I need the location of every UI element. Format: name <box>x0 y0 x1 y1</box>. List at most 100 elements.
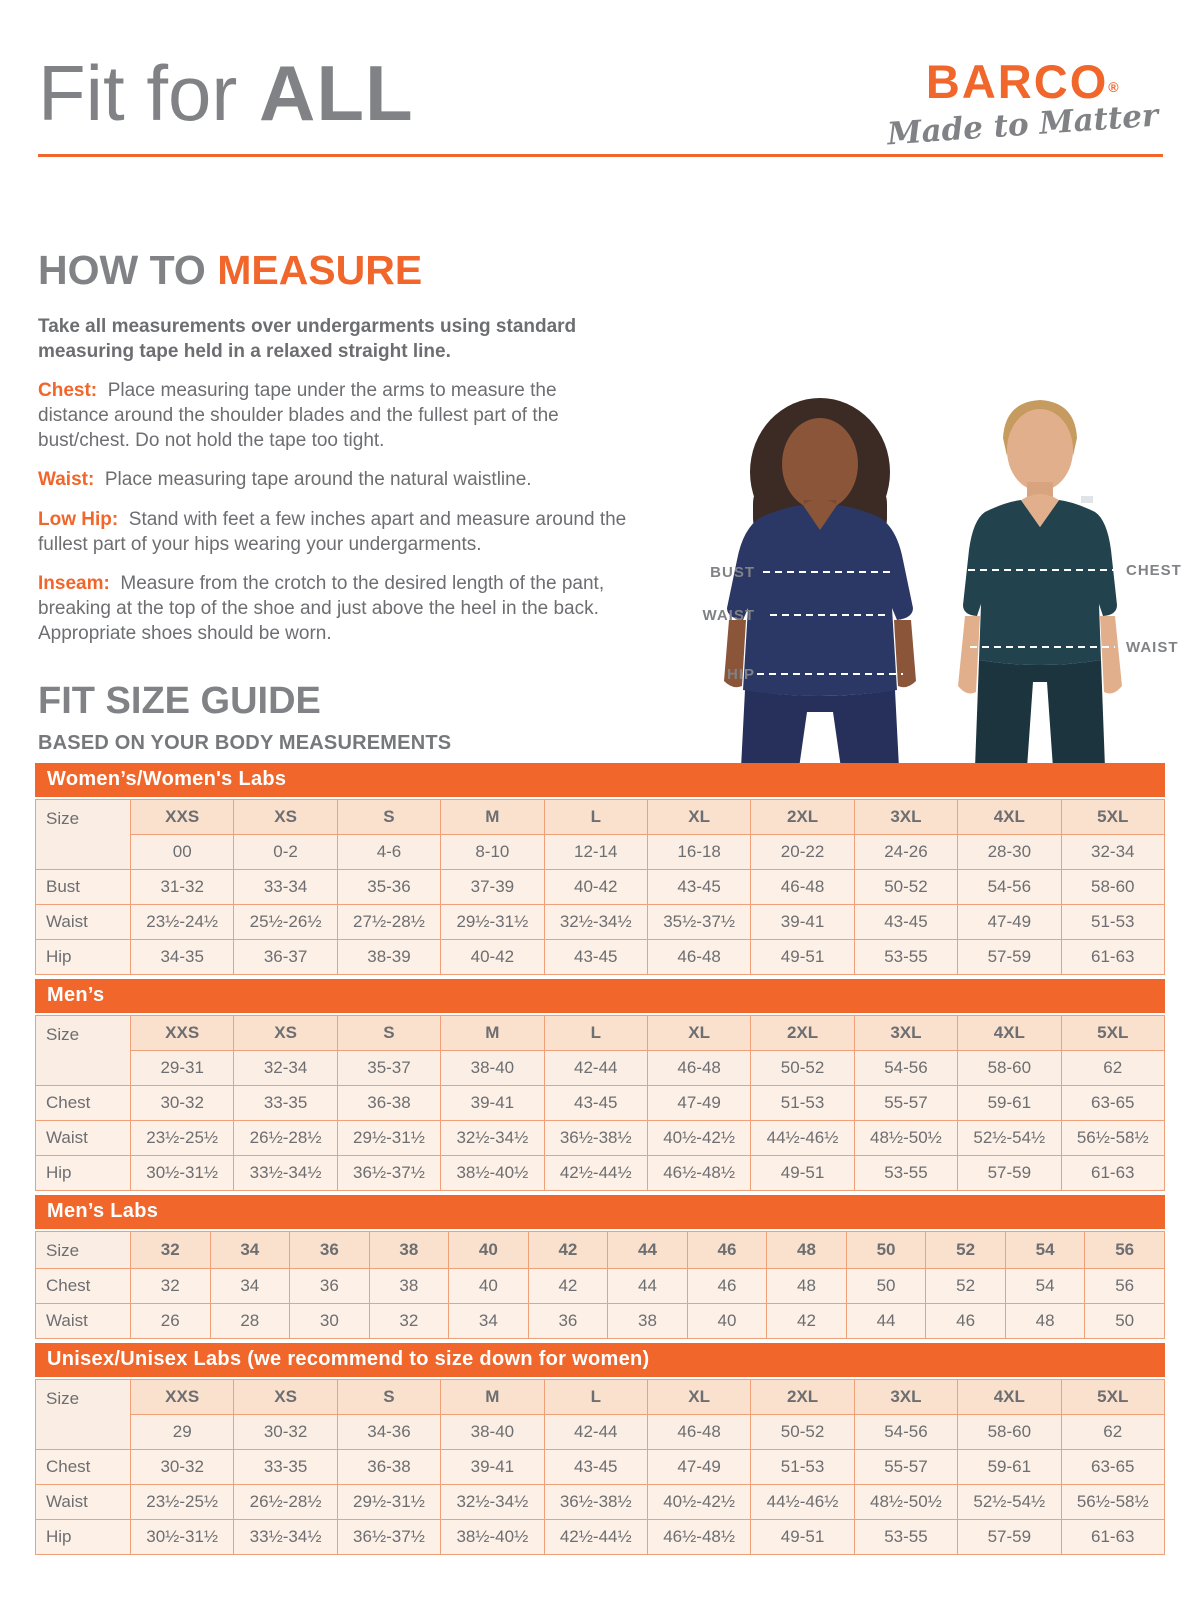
measure-value-cell: 36-37 <box>233 939 338 975</box>
size-range-cell: 38-40 <box>440 1050 545 1086</box>
size-col-header: XXS <box>129 1379 235 1415</box>
measure-value-cell: 43-45 <box>646 869 752 905</box>
table-womens: Size XXS XS S M L XL 2XL 3XL 4XL 5XL 00 0-2 4-6 8-10 12… <box>35 799 1166 975</box>
measure-item-waist: Waist: Place measuring tape around the n… <box>38 469 532 491</box>
measure-row-label: Hip <box>35 939 131 975</box>
size-range-cell: 34-36 <box>336 1414 442 1450</box>
size-col-header: 56 <box>1084 1231 1165 1269</box>
size-col-header: XL <box>646 1379 752 1415</box>
measure-value-cell: 43-45 <box>543 939 648 975</box>
size-col-header: 4XL <box>957 1379 1062 1415</box>
measure-value-cell: 35½-37½ <box>646 904 752 940</box>
measure-value-cell: 59-61 <box>957 1449 1062 1485</box>
measure-value-cell: 31-32 <box>129 869 235 905</box>
size-range-cell: 4-6 <box>336 834 442 870</box>
measure-item-chest: Chest: Place measuring tape under the ar… <box>38 380 559 451</box>
measure-value-cell: 42½-44½ <box>543 1519 648 1555</box>
measure-value-cell: 33-35 <box>233 1085 338 1121</box>
measure-value-cell: 44½-46½ <box>750 1484 855 1520</box>
measure-value-cell: 38½-40½ <box>440 1519 545 1555</box>
measure-row-label: Hip <box>35 1519 131 1555</box>
registered-mark: ® <box>1108 79 1119 95</box>
size-col-header: 52 <box>925 1231 1006 1269</box>
size-col-header: XL <box>646 1015 752 1051</box>
measure-value-cell: 36½-37½ <box>336 1155 442 1191</box>
size-table-section-mens: Men’s Size XXS XS S M L XL 2XL 3XL 4XL 5XL 29-31 32-… <box>35 979 1166 1191</box>
measure-value-cell: 36½-37½ <box>336 1519 442 1555</box>
measure-value-cell: 44½-46½ <box>750 1120 855 1156</box>
measure-value-cell: 63-65 <box>1060 1085 1166 1121</box>
hip-label: HIP <box>727 666 755 683</box>
size-table-womens: Size XXS XS S M L XL 2XL 3XL 4XL 5XL 00 0-2 4-6 8-10 12… <box>35 799 1166 975</box>
measure-value-cell: 42½-44½ <box>543 1155 648 1191</box>
measure-value-cell: 47-49 <box>646 1449 752 1485</box>
fit-size-guide-subheading: BASED ON YOUR BODY MEASUREMENTS <box>38 732 452 754</box>
size-range-cell: 50-52 <box>750 1414 855 1450</box>
measure-value-cell: 44 <box>845 1303 927 1339</box>
measure-value-cell: 53-55 <box>853 1155 959 1191</box>
measure-value-cell: 33½-34½ <box>233 1155 338 1191</box>
measure-value-cell: 39-41 <box>750 904 855 940</box>
brand-logo: BARCO® Made to Matter <box>886 58 1159 152</box>
measure-value-cell: 32 <box>368 1303 450 1339</box>
size-col-header: 4XL <box>957 1015 1062 1051</box>
size-row-label: Size <box>35 1379 131 1450</box>
woman-figure <box>724 398 916 768</box>
measure-row-label: Hip <box>35 1155 131 1191</box>
measure-value-cell: 51-53 <box>750 1449 855 1485</box>
size-range-cell: 24-26 <box>853 834 959 870</box>
size-col-header: XXS <box>129 799 235 835</box>
measure-value-cell: 46½-48½ <box>646 1155 752 1191</box>
models-photo: BUST WAIST HIP CHEST WAIST <box>645 380 1200 768</box>
size-range-cell: 46-48 <box>646 1414 752 1450</box>
measure-value-cell: 51-53 <box>750 1085 855 1121</box>
measure-value-cell: 52 <box>925 1268 1006 1304</box>
size-range-cell: 35-37 <box>336 1050 442 1086</box>
measure-value-cell: 55-57 <box>853 1085 959 1121</box>
page-title-bold: ALL <box>259 49 414 137</box>
size-col-header: M <box>440 799 545 835</box>
size-range-cell: 54-56 <box>853 1414 959 1450</box>
measure-value-cell: 29½-31½ <box>336 1120 442 1156</box>
size-range-cell: 42-44 <box>543 1414 648 1450</box>
size-range-cell: 29-31 <box>129 1050 235 1086</box>
measure-value-cell: 32 <box>130 1268 211 1304</box>
size-col-header: 3XL <box>853 1379 959 1415</box>
measure-value-cell: 32½-34½ <box>440 1120 545 1156</box>
size-col-header: XS <box>233 1015 338 1051</box>
measure-value-cell: 28 <box>209 1303 291 1339</box>
measure-value-cell: 30½-31½ <box>129 1519 235 1555</box>
size-col-header: 50 <box>845 1231 927 1269</box>
size-range-cell: 58-60 <box>957 1414 1062 1450</box>
measure-value-cell: 54-56 <box>957 869 1062 905</box>
measure-value-cell: 61-63 <box>1060 939 1166 975</box>
size-col-header: XS <box>233 799 338 835</box>
measure-value-cell: 61-63 <box>1060 1155 1166 1191</box>
measure-value-cell: 46-48 <box>750 869 855 905</box>
measure-value-cell: 33-35 <box>233 1449 338 1485</box>
measure-value-cell: 52½-54½ <box>957 1120 1062 1156</box>
size-col-header: 46 <box>686 1231 768 1269</box>
measure-value-cell: 36 <box>289 1268 370 1304</box>
measure-intro: Take all measurements over undergarments… <box>38 316 577 363</box>
size-col-header: S <box>336 799 442 835</box>
measure-value-cell: 57-59 <box>957 1519 1062 1555</box>
size-col-header: 4XL <box>957 799 1062 835</box>
measure-value-cell: 47-49 <box>957 904 1062 940</box>
measure-value-cell: 57-59 <box>957 1155 1062 1191</box>
woman-waist-label: WAIST <box>703 607 756 624</box>
size-table-mens: Size XXS XS S M L XL 2XL 3XL 4XL 5XL 29-31 32-34 35-3… <box>35 1015 1166 1191</box>
table-banner-womens: Women’s/Women's Labs <box>35 763 1165 797</box>
measure-row-label: Waist <box>35 1120 131 1156</box>
how-to-measure-section: HOW TO MEASURE Take all measurements ove… <box>38 247 630 646</box>
size-row-label: Size <box>35 799 131 870</box>
size-col-header: L <box>543 799 648 835</box>
table-mens-labs: Size 32 34 36 38 40 42 44 46 48 50 52 54 56 Chest 32 34 3… <box>35 1231 1165 1339</box>
size-col-header: 42 <box>527 1231 609 1269</box>
measure-value-cell: 46 <box>925 1303 1006 1339</box>
size-col-header: S <box>336 1379 442 1415</box>
size-col-header: L <box>543 1015 648 1051</box>
measure-value-cell: 56 <box>1084 1268 1165 1304</box>
measure-row-label: Chest <box>35 1268 131 1304</box>
measure-value-cell: 36-38 <box>336 1085 442 1121</box>
